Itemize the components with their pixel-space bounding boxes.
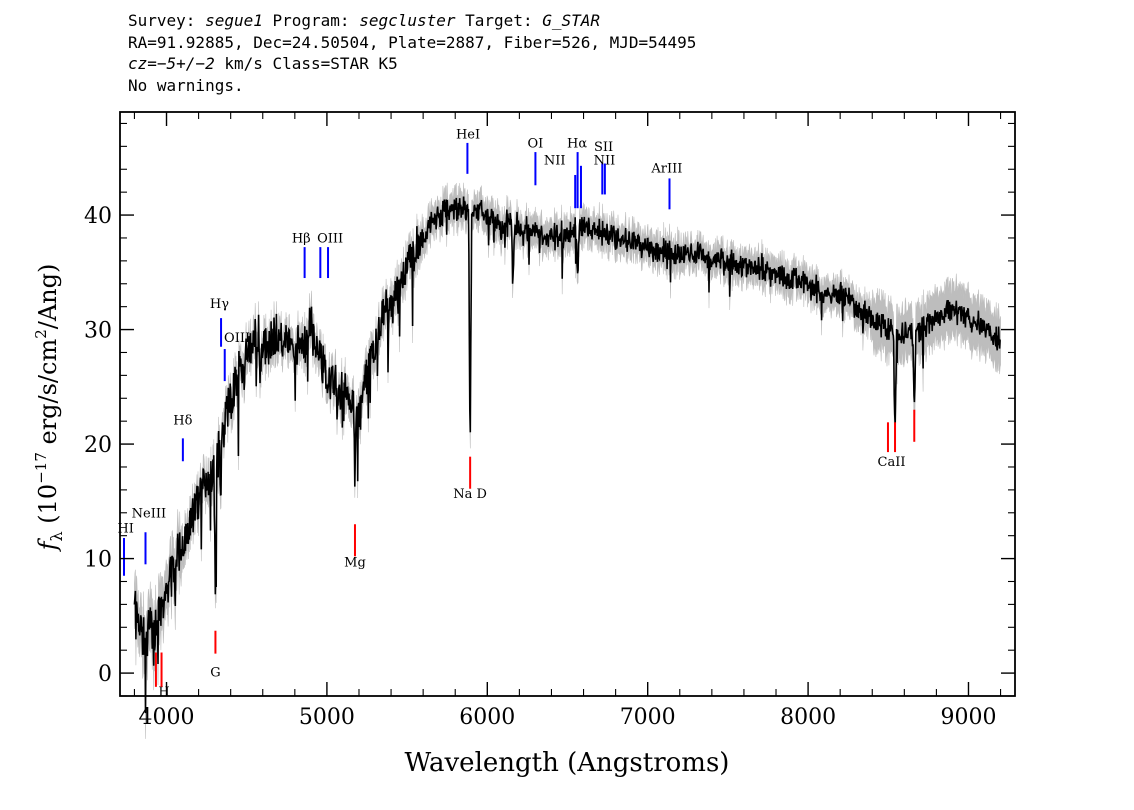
y-tick-label: 10 [84, 548, 112, 573]
line-marker-label: HeI [456, 127, 480, 142]
x-axis-label: Wavelength (Angstroms) [405, 748, 730, 778]
line-marker-label: H [158, 685, 169, 700]
y-tick-label: 0 [98, 662, 112, 687]
x-tick-label: 5000 [299, 705, 355, 730]
line-marker-label: HI [117, 521, 133, 536]
line-marker-label: G [210, 666, 220, 681]
program-label: Program: [262, 11, 360, 30]
line-marker-label: Hα [567, 136, 587, 151]
line-marker-label: OIII [224, 331, 250, 346]
line-marker-label: NII [594, 154, 616, 169]
x-tick-label: 4000 [139, 705, 195, 730]
error-band [134, 182, 1001, 739]
y-tick-label: 20 [84, 433, 112, 458]
x-tick-label: 7000 [620, 705, 676, 730]
survey-label: Survey: [128, 11, 206, 30]
line-marker-label: Mg [344, 556, 366, 571]
flux-series [133, 196, 1001, 714]
header-redshift-line: cz=−5+/−2 km/s Class=STAR K5 [128, 53, 696, 75]
y-tick-label: 40 [84, 204, 112, 229]
line-marker-label: CaII [878, 455, 906, 470]
plot-frame [119, 111, 1016, 697]
cz-class: km/s Class=STAR K5 [214, 54, 398, 73]
error-band-area [134, 182, 1001, 739]
line-marker-label: NII [544, 154, 566, 169]
target-value: G_STAR [542, 11, 601, 30]
survey-value: segue1 [205, 11, 263, 30]
line-marker-label: OI [528, 136, 544, 151]
y-tick-label: 30 [84, 319, 112, 344]
line-marker-label: Hγ [210, 297, 229, 312]
line-marker-label: Hδ [173, 414, 192, 429]
target-label: Target: [455, 11, 543, 30]
axes: 4000 5000 6000 7000 8000 9000 0 10 20 30 40 [84, 111, 1016, 730]
y-axis-label: fλ (10−17 erg/s/cm2/Ang) [32, 264, 66, 553]
header-coordinates-line: RA=91.92885, Dec=24.50504, Plate=2887, F… [128, 32, 697, 52]
line-marker-label: NeIII [132, 506, 166, 521]
cz-value: cz=−5+/−2 [128, 54, 215, 73]
line-marker-label: SII [594, 140, 613, 155]
program-value: segcluster [359, 11, 456, 30]
header-survey-line: Survey: segue1 Program: segcluster Targe… [128, 10, 696, 32]
line-marker-label: OIII [317, 232, 343, 247]
x-tick-label: 9000 [940, 705, 996, 730]
x-tick-label: 8000 [780, 705, 836, 730]
line-marker-label: Hβ [292, 232, 311, 247]
line-marker-label: Na D [453, 487, 487, 502]
spectrum-header: Survey: segue1 Program: segcluster Targe… [128, 10, 696, 96]
line-marker-label: ArIII [650, 162, 682, 177]
flux-line [133, 196, 1001, 714]
header-warnings-line: No warnings. [128, 75, 244, 95]
x-tick-label: 6000 [459, 705, 515, 730]
